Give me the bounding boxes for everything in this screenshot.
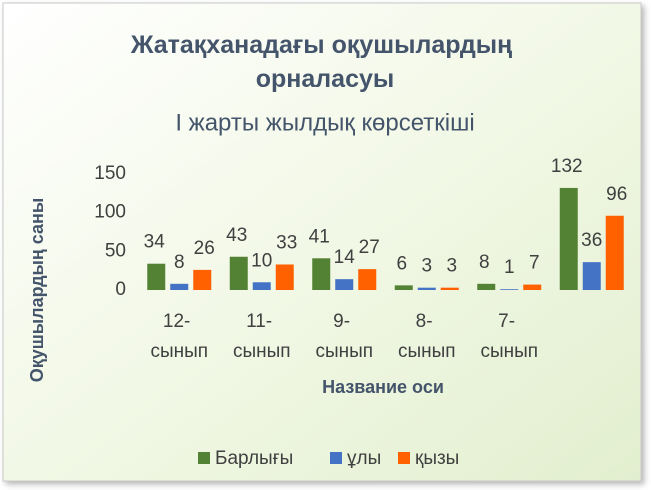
- bar: [312, 258, 331, 290]
- x-tick-label: 12- сынып: [150, 311, 208, 362]
- data-label: 6: [396, 253, 407, 274]
- bar: [477, 283, 496, 290]
- data-label: 33: [276, 232, 297, 253]
- data-label: 8: [479, 252, 490, 273]
- bar: [394, 285, 413, 290]
- legend-swatch: [330, 452, 342, 464]
- data-label: 96: [606, 184, 627, 205]
- chart-frame: [2, 2, 642, 482]
- legend-label: қызы: [415, 448, 459, 469]
- legend-label: ұлы: [347, 448, 381, 469]
- bar: [605, 215, 624, 290]
- y-tick-label: 150: [94, 163, 126, 184]
- y-tick-label: 0: [115, 279, 126, 300]
- data-label: 36: [581, 230, 602, 251]
- y-axis-label: Оқушылардың саны: [27, 198, 47, 383]
- bar: [500, 289, 519, 290]
- x-tick-label: 11- сынып: [233, 311, 291, 362]
- bar: [440, 287, 459, 290]
- data-label: 132: [551, 156, 583, 177]
- x-axis-label: Название оси: [322, 377, 444, 397]
- data-label: 41: [309, 226, 330, 247]
- bar: [147, 263, 166, 290]
- bar: [358, 269, 377, 290]
- bar: [170, 283, 189, 290]
- data-label: 27: [359, 237, 380, 258]
- data-label: 7: [529, 253, 540, 274]
- data-label: 8: [174, 252, 185, 273]
- x-tick-label: 9- сынып: [315, 311, 373, 362]
- bar: [582, 262, 601, 290]
- bar: [559, 187, 578, 290]
- bar: [417, 287, 436, 290]
- data-label: 1: [504, 257, 515, 278]
- legend-swatch: [198, 452, 210, 464]
- legend-label: Барлығы: [215, 448, 293, 469]
- data-label: 14: [334, 247, 356, 268]
- data-label: 3: [421, 256, 432, 277]
- y-tick-label: 100: [94, 202, 126, 223]
- chart-title: Жатақханадағы оқушылардың орналасуы: [130, 31, 519, 93]
- chart-subtitle: І жарты жылдық көрсеткіші: [175, 109, 474, 136]
- legend-swatch: [398, 452, 410, 464]
- bar: [275, 264, 294, 290]
- bar: [523, 284, 542, 290]
- x-tick-label: 7- сынып: [480, 311, 538, 362]
- data-label: 34: [144, 232, 166, 253]
- y-tick-label: 50: [105, 240, 126, 261]
- bar: [335, 279, 354, 290]
- bar: [229, 256, 248, 290]
- bar: [193, 269, 212, 290]
- data-label: 3: [446, 256, 457, 277]
- x-tick-label: 8- сынып: [398, 311, 456, 362]
- data-label: 43: [226, 225, 247, 246]
- bar: [252, 282, 271, 290]
- data-label: 26: [194, 238, 215, 259]
- data-label: 10: [251, 250, 272, 271]
